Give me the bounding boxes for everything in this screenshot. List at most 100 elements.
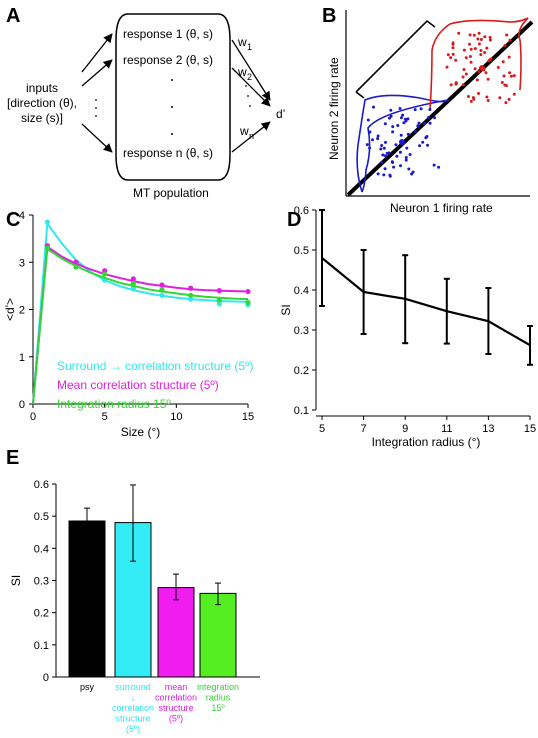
blue-point xyxy=(372,105,375,109)
blue-point xyxy=(399,133,403,137)
e-category-label: radius xyxy=(206,693,231,703)
blue-point xyxy=(402,121,406,125)
red-point xyxy=(496,65,500,69)
output-dprime-label: d’ xyxy=(276,107,285,121)
red-point xyxy=(504,101,508,105)
e-y-tick-label: 0.3 xyxy=(34,576,49,588)
svg-text:1: 1 xyxy=(247,42,252,52)
output-arrow xyxy=(231,39,271,101)
chart-d: 0.1 0.2 0.3 0.4 0.5 0.6 5 7 9 11 13 15 Integration r… xyxy=(279,205,536,449)
c-data-point xyxy=(130,276,136,282)
c-data-point xyxy=(216,288,222,294)
blue-point xyxy=(413,108,417,112)
blue-point xyxy=(419,107,423,111)
blue-point xyxy=(428,108,432,111)
red-point xyxy=(486,99,490,102)
blue-point xyxy=(421,140,425,144)
e-category-label: structure xyxy=(115,714,150,724)
ellipsis-dot xyxy=(95,115,97,117)
diagonal-boundary xyxy=(346,20,534,197)
c-data-point xyxy=(102,271,108,277)
red-point xyxy=(469,60,473,64)
red-point xyxy=(454,58,458,62)
d-x-tick-label: 7 xyxy=(361,423,367,435)
output-arrow xyxy=(231,67,271,107)
red-point xyxy=(504,84,508,88)
blue-point xyxy=(411,170,415,174)
d-y-tick-label: 0.2 xyxy=(294,365,309,377)
d-x-tick-label: 9 xyxy=(402,423,408,435)
blue-point xyxy=(376,172,380,176)
c-data-point xyxy=(159,282,165,288)
d-y-tick-label: 0.4 xyxy=(294,285,309,297)
e-y-axis-label: SI xyxy=(9,575,23,586)
blue-point xyxy=(416,124,420,128)
response-1-label: response 1 (θ, s) xyxy=(123,27,213,41)
red-point xyxy=(461,75,465,79)
red-point xyxy=(505,33,509,37)
inputs-label: inputs[direction (θ),size (s)] xyxy=(7,81,77,125)
blue-point xyxy=(365,143,369,147)
e-category-label: correlation xyxy=(112,703,154,713)
red-point xyxy=(501,60,505,64)
red-point xyxy=(472,33,476,37)
red-point xyxy=(469,47,473,51)
red-point xyxy=(508,38,512,42)
blue-point xyxy=(423,122,426,125)
e-bar xyxy=(157,587,195,678)
c-data-point xyxy=(73,264,79,270)
blue-point xyxy=(406,132,410,136)
c-data-point xyxy=(188,292,194,298)
d-x-tick-label: 11 xyxy=(441,423,452,435)
red-point xyxy=(485,95,489,99)
e-category-label: (5º) xyxy=(126,724,140,734)
ellipsis-dot xyxy=(95,99,97,101)
red-point xyxy=(461,83,465,87)
svg-text:w: w xyxy=(237,35,247,49)
c-y-tick-label: 2 xyxy=(19,305,25,317)
blue-point xyxy=(417,121,421,125)
e-y-tick-label: 0 xyxy=(43,672,49,684)
blue-point xyxy=(399,164,402,168)
panel-c-label: C xyxy=(6,209,20,231)
ellipsis-dot xyxy=(249,105,251,107)
red-point xyxy=(477,42,481,46)
c-x-tick-label: 0 xyxy=(30,411,36,423)
blue-point xyxy=(389,108,393,112)
red-marginal-distribution xyxy=(429,17,529,111)
e-category-label: correlation xyxy=(155,693,197,703)
e-y-tick-label: 0.4 xyxy=(34,543,49,555)
red-cluster xyxy=(445,31,516,105)
input-arrow xyxy=(81,33,113,73)
blue-point xyxy=(399,116,403,120)
panel-d: D 0.1 0.2 0.3 0.4 0.5 0.6 5 7 9 11 13 15 Integration… xyxy=(279,205,536,449)
panel-c: C 0 1 2 3 4 0 5 10 15 Size (°) <d'> Surround → corr… xyxy=(3,209,254,439)
blue-point xyxy=(406,117,410,121)
panel-b-label: B xyxy=(322,5,336,27)
red-point xyxy=(473,47,477,51)
c-data-point xyxy=(245,299,251,306)
e-y-tick-label: 0.1 xyxy=(34,640,49,652)
blue-point xyxy=(388,173,392,177)
weight-1-label: w 1 xyxy=(237,35,252,52)
red-point xyxy=(451,52,455,56)
red-point xyxy=(489,57,493,61)
weight-2-label: w 2 xyxy=(237,65,252,82)
c-legend-entry: Surround → correlation structure (5º) xyxy=(57,359,253,373)
red-point xyxy=(449,83,453,87)
red-point xyxy=(466,95,470,98)
dprime-bracket xyxy=(355,19,436,99)
c-data-point xyxy=(216,301,222,307)
red-point xyxy=(512,92,516,96)
ellipsis-dot xyxy=(247,95,249,97)
d-x-tick-label: 15 xyxy=(524,423,536,435)
panel-d-label: D xyxy=(287,209,301,231)
blue-point xyxy=(389,114,393,118)
blue-point xyxy=(398,150,402,154)
blue-point xyxy=(418,144,422,148)
c-y-axis-label: <d'> xyxy=(3,298,17,321)
blue-point xyxy=(387,151,391,155)
c-x-tick-label: 10 xyxy=(170,411,182,423)
e-category-label: surround xyxy=(115,682,151,692)
b-x-axis-label: Neuron 1 firing rate xyxy=(390,201,493,215)
